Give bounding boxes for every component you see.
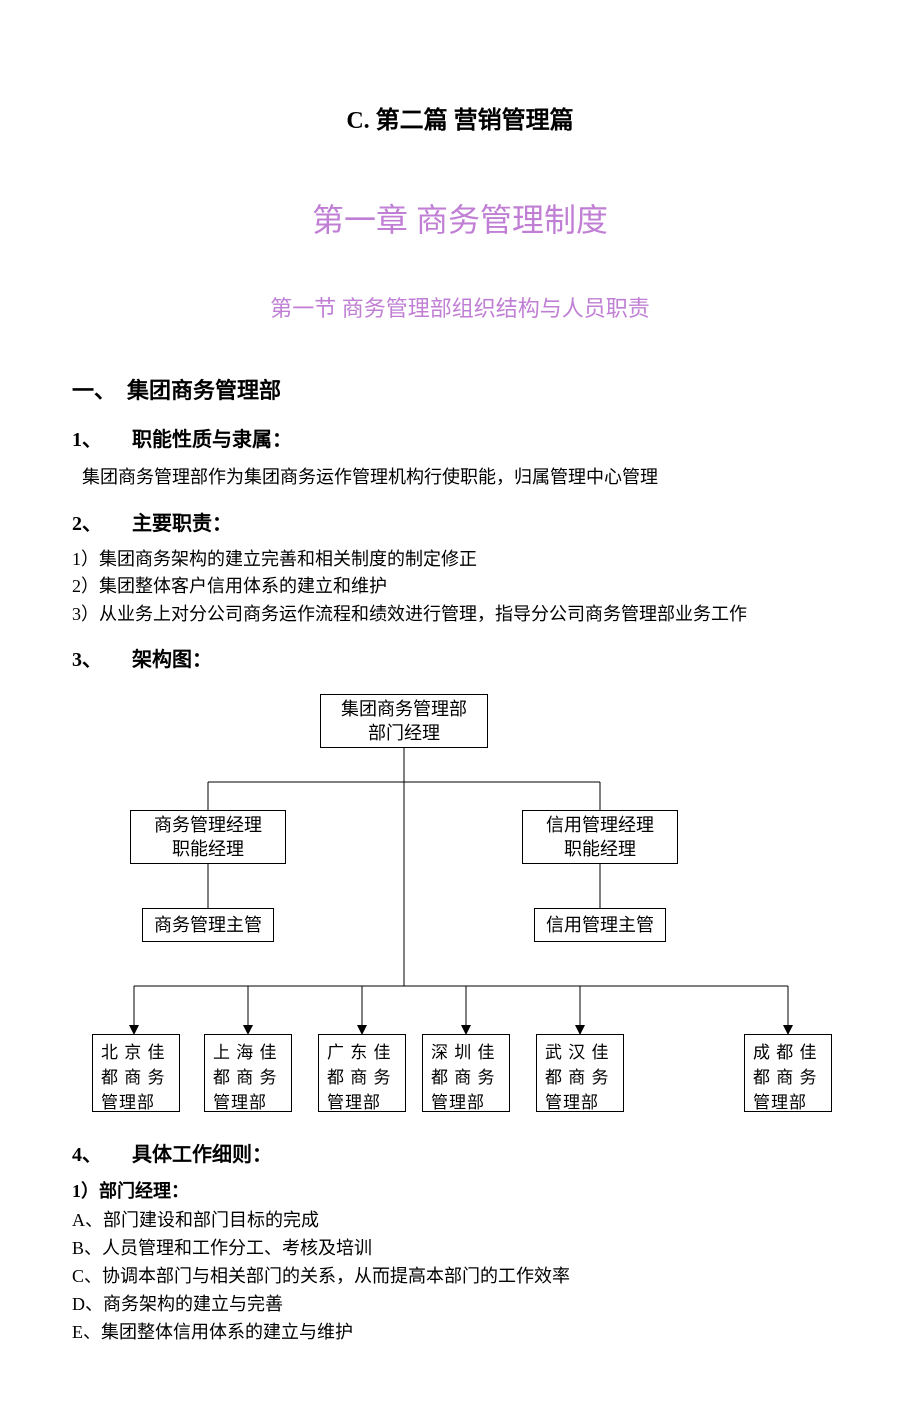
org-node-text: 部门经理 [368, 721, 440, 745]
chapter-title: 第一章 商务管理制度 [72, 195, 848, 241]
subsection-1-heading: 1、 职能性质与隶属： [72, 423, 848, 452]
list-item: E、集团整体信用体系的建立与维护 [72, 1319, 848, 1347]
org-node-text: 信用管理主管 [546, 913, 654, 937]
org-node-mid-left: 商务管理经理 职能经理 [130, 810, 286, 864]
subsection-4-heading: 4、 具体工作细则： [72, 1138, 848, 1167]
org-node-leaf: 成 都 佳都 商 务管理部 [744, 1034, 832, 1112]
org-node-sup-right: 信用管理主管 [534, 908, 666, 942]
list-item: A、部门建设和部门目标的完成 [72, 1207, 848, 1235]
org-node-text: 商务管理经理 [154, 813, 262, 837]
org-node-text: 集团商务管理部 [341, 697, 467, 721]
list-item: B、人员管理和工作分工、考核及培训 [72, 1235, 848, 1263]
list-item: 1）集团商务架构的建立完善和相关制度的制定修正 [72, 546, 848, 574]
org-node-leaf: 深 圳 佳都 商 务管理部 [422, 1034, 510, 1112]
heading-level-1: 一、 集团商务管理部 [72, 373, 848, 405]
subsection-1-body: 集团商务管理部作为集团商务运作管理机构行使职能，归属管理中心管理 [82, 462, 848, 493]
org-node-leaf: 武 汉 佳都 商 务管理部 [536, 1034, 624, 1112]
list-item: 3）从业务上对分公司商务运作流程和绩效进行管理，指导分公司商务管理部业务工作 [72, 601, 848, 629]
org-node-text: 职能经理 [172, 837, 244, 861]
org-node-mid-right: 信用管理经理 职能经理 [522, 810, 678, 864]
main-title: C. 第二篇 营销管理篇 [72, 100, 848, 135]
org-node-text: 信用管理经理 [546, 813, 654, 837]
subsection-2-heading: 2、 主要职责： [72, 507, 848, 536]
org-node-sup-left: 商务管理主管 [142, 908, 274, 942]
org-node-text: 职能经理 [564, 837, 636, 861]
list-item: D、商务架构的建立与完善 [72, 1291, 848, 1319]
org-node-leaf: 上 海 佳都 商 务管理部 [204, 1034, 292, 1112]
list-item: C、协调本部门与相关部门的关系，从而提高本部门的工作效率 [72, 1263, 848, 1291]
subsection-4-subheading: 1）部门经理： [72, 1177, 848, 1203]
org-node-root: 集团商务管理部 部门经理 [320, 694, 488, 748]
subsection-3-heading: 3、 架构图： [72, 643, 848, 672]
org-chart: 集团商务管理部 部门经理 商务管理经理 职能经理 信用管理经理 职能经理 商务管… [72, 690, 848, 1120]
list-item: 2）集团整体客户信用体系的建立和维护 [72, 573, 848, 601]
org-node-leaf: 北 京 佳都 商 务管理部 [92, 1034, 180, 1112]
org-node-leaf: 广 东 佳都 商 务管理部 [318, 1034, 406, 1112]
org-node-text: 商务管理主管 [154, 913, 262, 937]
section-title: 第一节 商务管理部组织结构与人员职责 [72, 291, 848, 323]
